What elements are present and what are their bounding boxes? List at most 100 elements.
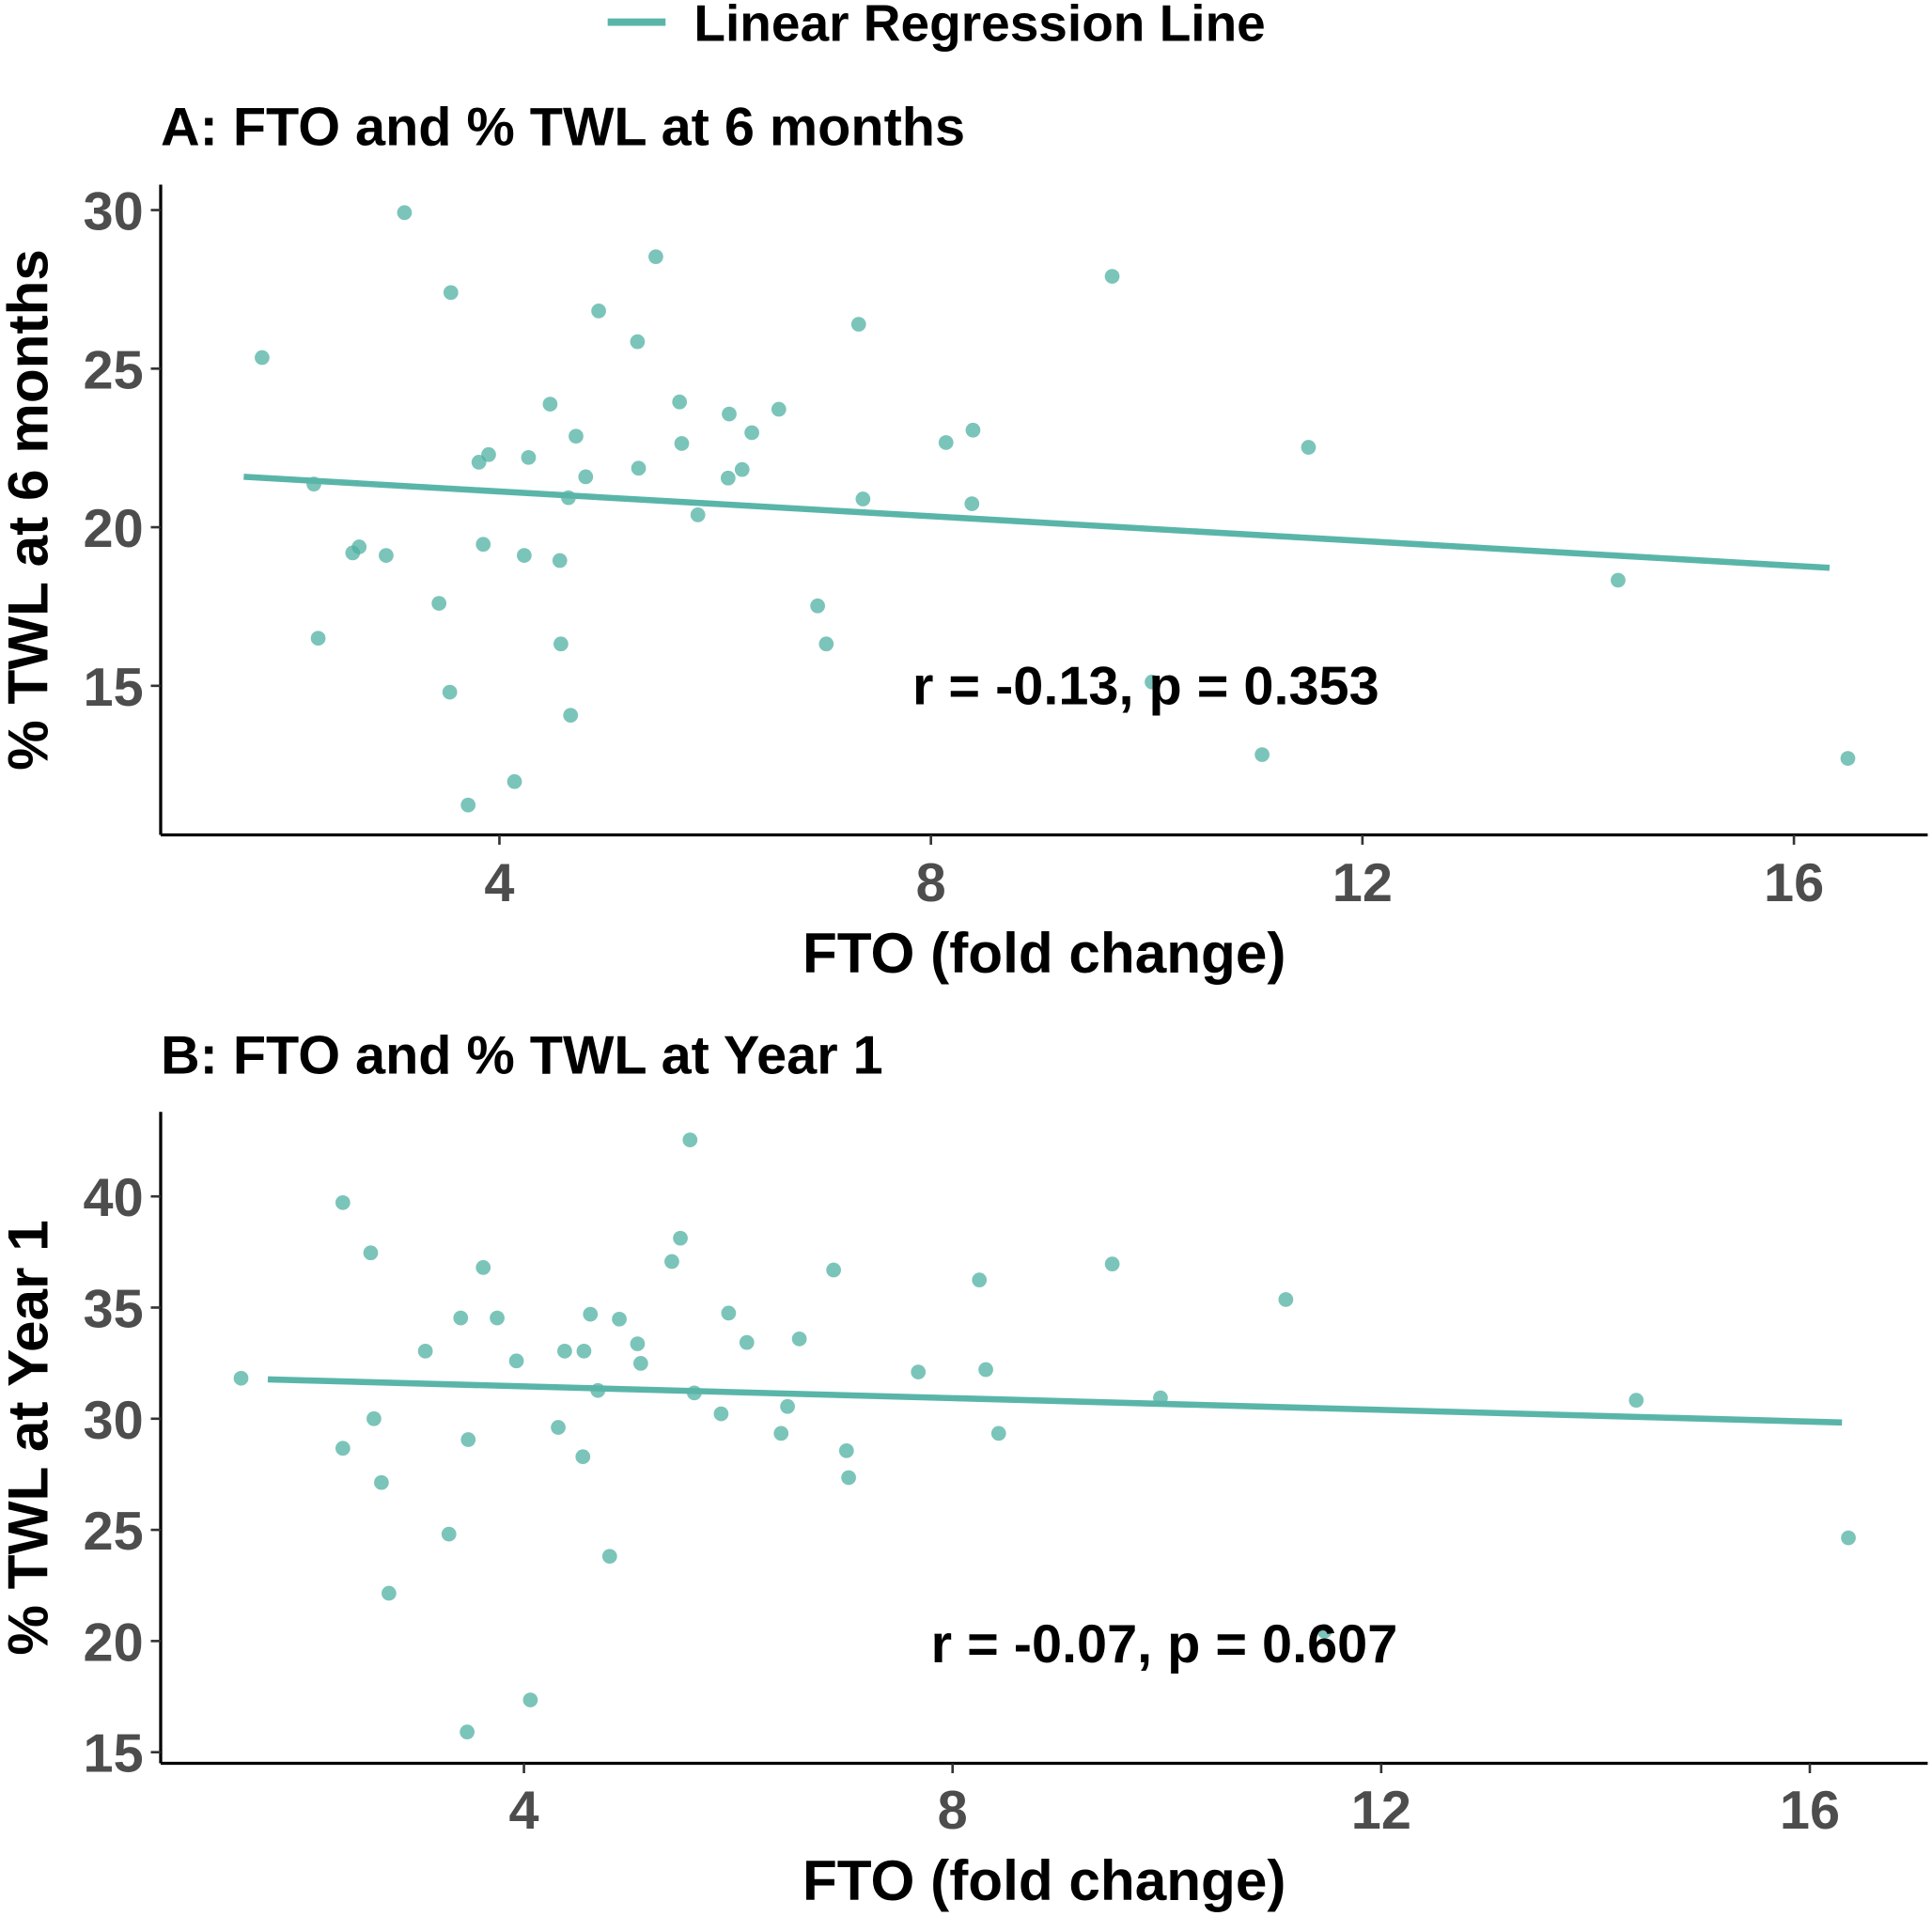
- data-point: [818, 636, 834, 652]
- data-point: [417, 1344, 433, 1359]
- regression-line: [267, 1376, 1843, 1426]
- data-point: [460, 797, 476, 813]
- data-point: [481, 446, 496, 462]
- data-point: [978, 1362, 993, 1378]
- data-point: [964, 496, 980, 511]
- data-point: [431, 596, 447, 611]
- data-point: [771, 401, 787, 417]
- legend: Linear Regression Line: [607, 0, 1266, 52]
- legend-label: Linear Regression Line: [693, 0, 1265, 52]
- data-point: [443, 285, 459, 301]
- data-point: [972, 1272, 988, 1288]
- data-point: [1278, 1292, 1294, 1307]
- panel-a: A: FTO and % TWL at 6 months 4 8 12 16 15 20 25…: [0, 98, 1928, 985]
- data-point: [938, 435, 954, 450]
- data-point: [810, 598, 825, 614]
- panel-title: A: FTO and % TWL at 6 months: [161, 98, 965, 158]
- data-point: [522, 1692, 538, 1707]
- y-tick-label: 40: [84, 1168, 144, 1228]
- data-point: [826, 1262, 841, 1278]
- data-point: [460, 1724, 475, 1740]
- regression-line: [243, 474, 1831, 571]
- data-point: [575, 1449, 591, 1465]
- data-point: [442, 684, 458, 700]
- data-point: [379, 548, 394, 563]
- data-point: [335, 1441, 351, 1456]
- x-axis-label: FTO (fold change): [802, 921, 1285, 985]
- data-point: [664, 1254, 679, 1270]
- y-axis-label: % TWL at Year 1: [0, 1220, 59, 1655]
- data-point: [517, 548, 532, 563]
- data-point: [583, 1306, 599, 1322]
- y-tick-label: 30: [84, 182, 144, 242]
- data-point: [233, 1370, 249, 1386]
- data-point: [1301, 440, 1317, 455]
- data-point: [374, 1474, 389, 1490]
- data-point: [576, 1344, 592, 1359]
- data-point: [791, 1331, 807, 1347]
- data-point: [1611, 572, 1626, 588]
- data-point: [1317, 1624, 1332, 1639]
- x-tick-label: 8: [916, 853, 946, 913]
- data-point: [397, 205, 413, 221]
- data-point: [460, 1432, 476, 1447]
- data-point: [739, 1334, 755, 1350]
- data-point: [591, 304, 606, 319]
- y-tick-label: 20: [84, 1612, 144, 1673]
- data-point: [734, 461, 750, 477]
- data-point: [310, 631, 326, 646]
- data-point: [521, 449, 537, 465]
- data-point: [911, 1364, 927, 1379]
- x-tick-label: 12: [1332, 853, 1393, 913]
- data-point: [965, 422, 981, 438]
- y-tick-label: 15: [84, 658, 144, 718]
- y-axis-label: % TWL at 6 months: [0, 249, 59, 771]
- data-point: [553, 636, 569, 652]
- data-point: [633, 1356, 648, 1371]
- x-tick-label: 12: [1351, 1781, 1411, 1841]
- data-point: [563, 708, 579, 724]
- x-tick-label: 16: [1780, 1781, 1840, 1841]
- correlation-annotation: r = -0.07, p = 0.607: [931, 1614, 1398, 1675]
- data-point: [990, 1425, 1006, 1441]
- data-point: [631, 460, 647, 476]
- y-tick-label: 25: [84, 1502, 144, 1562]
- y-tick-label: 35: [84, 1279, 144, 1339]
- data-point: [672, 394, 688, 410]
- data-point: [557, 1344, 572, 1359]
- data-point: [648, 249, 663, 265]
- data-point: [850, 317, 866, 332]
- data-point: [673, 1230, 688, 1246]
- data-point: [382, 1585, 397, 1601]
- data-point: [855, 491, 871, 506]
- x-tick-label: 8: [938, 1781, 968, 1841]
- panel-b: B: FTO and % TWL at Year 1 4 8 12 16 15 20 25 30…: [0, 1026, 1928, 1912]
- data-point: [780, 1398, 795, 1414]
- data-point: [690, 507, 706, 522]
- data-point: [1104, 1256, 1120, 1271]
- data-point: [255, 350, 270, 366]
- data-point: [569, 428, 584, 444]
- panel-title: B: FTO and % TWL at Year 1: [161, 1026, 883, 1086]
- x-tick-label: 4: [509, 1781, 539, 1841]
- data-point: [366, 1410, 382, 1426]
- data-point: [551, 1420, 566, 1435]
- data-point: [773, 1425, 789, 1441]
- data-point: [838, 1443, 854, 1458]
- data-point: [1628, 1393, 1644, 1409]
- data-point: [542, 397, 558, 412]
- data-point: [1254, 747, 1270, 762]
- data-point: [722, 406, 737, 422]
- data-point: [453, 1310, 469, 1326]
- data-point: [630, 1336, 646, 1351]
- data-point: [506, 773, 522, 789]
- data-point: [744, 425, 759, 441]
- data-point: [363, 1245, 379, 1261]
- y-tick-label: 20: [84, 499, 144, 559]
- x-tick-label: 4: [484, 853, 514, 913]
- data-point: [841, 1470, 856, 1486]
- data-point: [674, 436, 690, 451]
- data-point: [721, 1305, 737, 1321]
- data-point: [351, 539, 367, 554]
